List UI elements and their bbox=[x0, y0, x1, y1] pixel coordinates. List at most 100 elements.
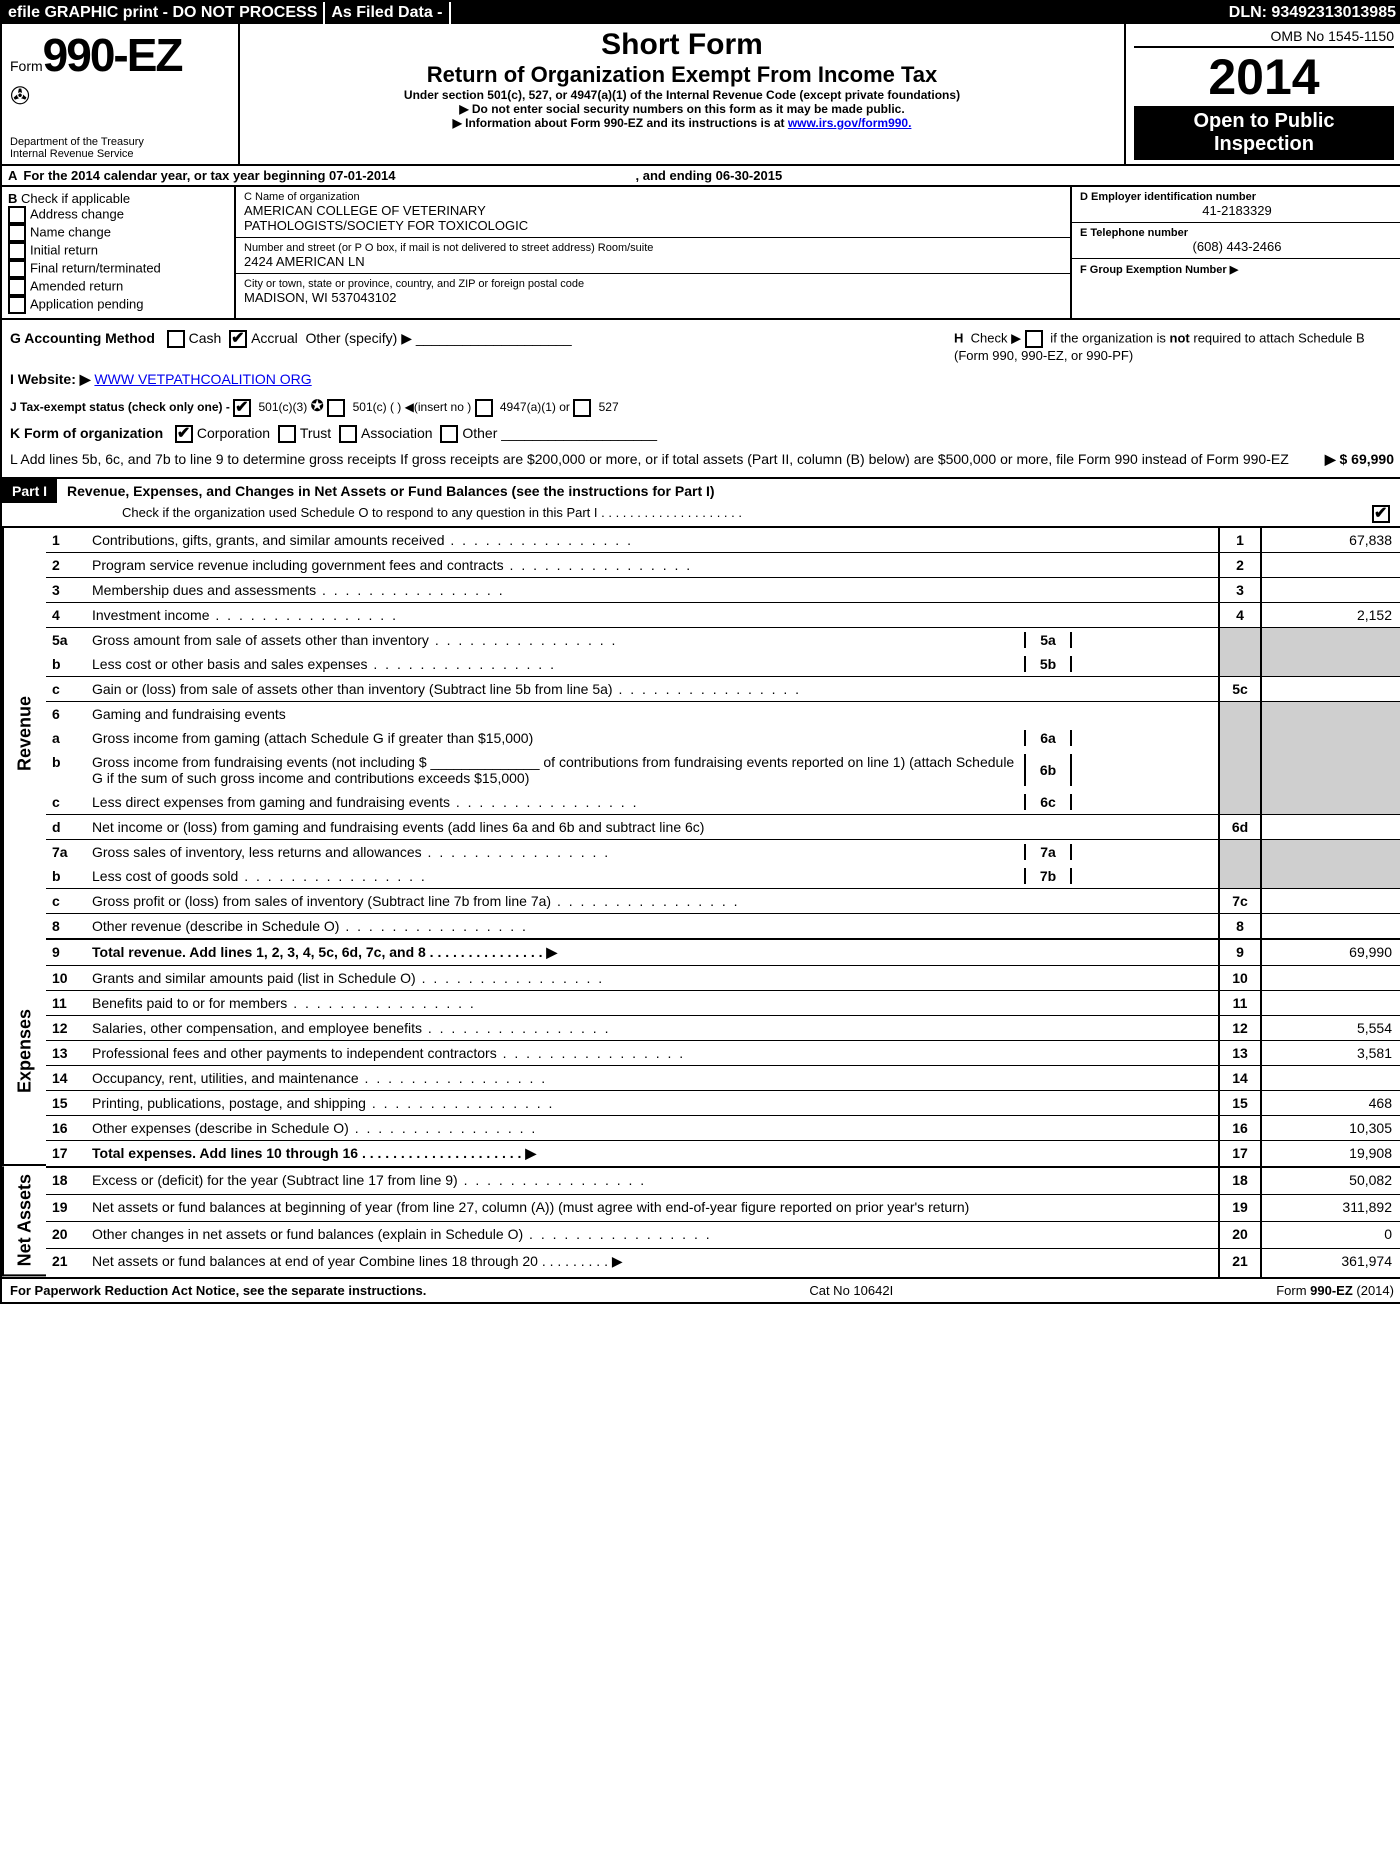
d19: Net assets or fund balances at beginning… bbox=[86, 1194, 1218, 1221]
chk-schedo[interactable] bbox=[1372, 505, 1390, 523]
d8: Other revenue (describe in Schedule O) bbox=[86, 913, 1218, 938]
d6: Gaming and fundraising events bbox=[86, 701, 1218, 726]
chk-initial-return[interactable]: Initial return bbox=[8, 242, 228, 260]
chk-527[interactable] bbox=[573, 399, 591, 417]
d9: Total revenue. Add lines 1, 2, 3, 4, 5c,… bbox=[86, 938, 1218, 965]
d3: Membership dues and assessments bbox=[86, 577, 1218, 602]
v21: 361,974 bbox=[1262, 1248, 1400, 1276]
v10 bbox=[1262, 965, 1400, 990]
b5c: 5c bbox=[1218, 676, 1262, 701]
d7b: Less cost of goods sold 7b bbox=[86, 864, 1218, 888]
d11: Benefits paid to or for members bbox=[86, 990, 1218, 1015]
v12: 5,554 bbox=[1262, 1015, 1400, 1040]
chk-association[interactable] bbox=[339, 425, 357, 443]
chk-501c[interactable] bbox=[327, 399, 345, 417]
d6a: Gross income from gaming (attach Schedul… bbox=[86, 726, 1218, 750]
d7a-txt: Gross sales of inventory, less returns a… bbox=[92, 844, 1024, 860]
footer: For Paperwork Reduction Act Notice, see … bbox=[2, 1277, 1400, 1302]
v6a-gray bbox=[1262, 726, 1400, 750]
b20: 20 bbox=[1218, 1221, 1262, 1248]
form-number: Form990-EZ bbox=[10, 28, 230, 82]
d16: Other expenses (describe in Schedule O) bbox=[86, 1115, 1218, 1140]
chk-trust[interactable] bbox=[278, 425, 296, 443]
header-center: Short Form Return of Organization Exempt… bbox=[240, 24, 1124, 164]
d17b: Total expenses. Add lines 10 through 16 … bbox=[92, 1145, 536, 1161]
n5a: 5a bbox=[46, 627, 86, 652]
chk-accrual[interactable] bbox=[229, 330, 247, 348]
tax-year: 2014 bbox=[1134, 48, 1394, 106]
bullet-icon[interactable]: ✪ bbox=[311, 398, 324, 415]
chk-name-change[interactable]: Name change bbox=[8, 224, 228, 242]
header-right: OMB No 1545-1150 2014 Open to Public Ins… bbox=[1124, 24, 1400, 164]
n4: 4 bbox=[46, 602, 86, 627]
chk-address-change[interactable]: Address change bbox=[8, 206, 228, 224]
lbl-name-change: Name change bbox=[30, 224, 111, 239]
dln-label: DLN: 93492313013985 bbox=[1223, 2, 1400, 24]
row-a: A For the 2014 calendar year, or tax yea… bbox=[2, 166, 1400, 187]
open-line1: Open to Public bbox=[1138, 110, 1390, 133]
b15: 15 bbox=[1218, 1090, 1262, 1115]
n18: 18 bbox=[46, 1166, 86, 1194]
b8: 8 bbox=[1218, 913, 1262, 938]
website-link[interactable]: WWW VETPATHCOALITION ORG bbox=[94, 371, 311, 387]
col-b: B Check if applicable Address change Nam… bbox=[2, 187, 236, 318]
v16: 10,305 bbox=[1262, 1115, 1400, 1140]
d5b-txt: Less cost or other basis and sales expen… bbox=[92, 656, 1024, 672]
schedo-line: Check if the organization used Schedule … bbox=[2, 503, 1400, 528]
lbl-527: 527 bbox=[595, 400, 618, 414]
lines-grid: Revenue 1 Contributions, gifts, grants, … bbox=[2, 528, 1400, 1276]
b1: 1 bbox=[1218, 528, 1262, 552]
b13: 13 bbox=[1218, 1040, 1262, 1065]
v9: 69,990 bbox=[1262, 938, 1400, 965]
l-val: ▶ $ 69,990 bbox=[1325, 451, 1394, 468]
row-i: I Website: ▶ WWW VETPATHCOALITION ORG bbox=[10, 367, 1394, 392]
n11: 11 bbox=[46, 990, 86, 1015]
b4: 4 bbox=[1218, 602, 1262, 627]
d6b: Gross income from fundraising events (no… bbox=[86, 750, 1218, 790]
check-if-applicable: Check if applicable bbox=[21, 191, 130, 206]
chk-corporation[interactable] bbox=[175, 425, 193, 443]
v6d bbox=[1262, 814, 1400, 839]
b17: 17 bbox=[1218, 1140, 1262, 1166]
iv7b bbox=[1072, 868, 1212, 884]
lbl-501c: 501(c) ( ) ◀(insert no ) bbox=[349, 400, 471, 414]
n19: 19 bbox=[46, 1194, 86, 1221]
iv5b bbox=[1072, 656, 1212, 672]
chk-amended-return[interactable]: Amended return bbox=[8, 278, 228, 296]
city-label: City or town, state or province, country… bbox=[244, 278, 1062, 290]
note-ssn: ▶ Do not enter social security numbers o… bbox=[248, 102, 1116, 116]
d2: Program service revenue including govern… bbox=[86, 552, 1218, 577]
group-exemption-row: F Group Exemption Number ▶ bbox=[1072, 259, 1400, 280]
lbl-initial-return: Initial return bbox=[30, 242, 98, 257]
subtitle: Under section 501(c), 527, or 4947(a)(1)… bbox=[248, 88, 1116, 102]
chk-cash[interactable] bbox=[167, 330, 185, 348]
chk-4947[interactable] bbox=[475, 399, 493, 417]
n16: 16 bbox=[46, 1115, 86, 1140]
chk-other-org[interactable] bbox=[440, 425, 458, 443]
chk-application-pending[interactable]: Application pending bbox=[8, 296, 228, 314]
d14: Occupancy, rent, utilities, and maintena… bbox=[86, 1065, 1218, 1090]
street-label: Number and street (or P O box, if mail i… bbox=[244, 242, 1062, 254]
lbl-address-change: Address change bbox=[30, 206, 124, 221]
v6-gray bbox=[1262, 701, 1400, 726]
chk-501c3[interactable] bbox=[233, 399, 251, 417]
row-h: H Check ▶ if the organization is not req… bbox=[954, 330, 1394, 363]
v14 bbox=[1262, 1065, 1400, 1090]
n13: 13 bbox=[46, 1040, 86, 1065]
dept-treasury: Department of the Treasury bbox=[10, 136, 144, 148]
n14: 14 bbox=[46, 1065, 86, 1090]
iv7a bbox=[1072, 844, 1212, 860]
efile-label: efile GRAPHIC print - DO NOT PROCESS bbox=[2, 2, 325, 24]
b5b-gray bbox=[1218, 652, 1262, 676]
b2: 2 bbox=[1218, 552, 1262, 577]
irs-link[interactable]: www.irs.gov/form990. bbox=[788, 116, 912, 130]
n1: 1 bbox=[46, 528, 86, 552]
b7c: 7c bbox=[1218, 888, 1262, 913]
f-label: F Group Exemption Number ▶ bbox=[1080, 263, 1394, 276]
form-990ez: 990-EZ bbox=[43, 29, 182, 81]
lbl-corporation: Corporation bbox=[197, 425, 270, 441]
chk-h[interactable] bbox=[1025, 330, 1043, 348]
chk-final-return[interactable]: Final return/terminated bbox=[8, 260, 228, 278]
label-a: A bbox=[8, 168, 17, 183]
b10: 10 bbox=[1218, 965, 1262, 990]
